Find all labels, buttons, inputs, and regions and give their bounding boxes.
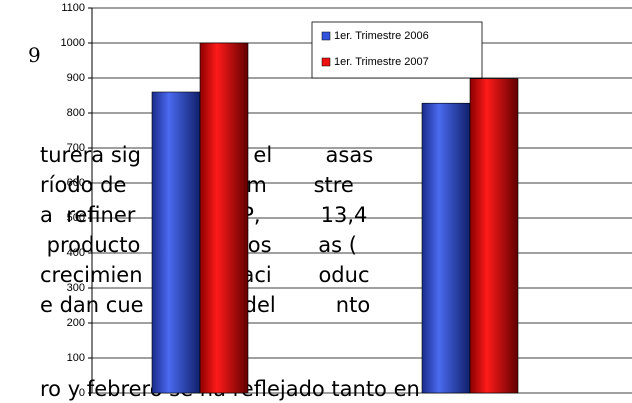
y-tick-label: 300: [67, 282, 85, 294]
legend-swatch: [321, 57, 331, 67]
y-tick-label: 600: [67, 177, 85, 189]
y-tick-label: 200: [67, 317, 85, 329]
legend-label: 1er. Trimestre 2007: [334, 56, 429, 68]
y-tick-label: 1100: [61, 2, 85, 14]
y-tick-label: 1000: [61, 37, 85, 49]
y-tick-label: 900: [67, 72, 85, 84]
y-tick-label: 700: [67, 142, 85, 154]
y-tick-label: 800: [67, 107, 85, 119]
legend-swatch: [321, 31, 331, 41]
y-tick-label: 100: [67, 352, 85, 364]
y-tick-label: 400: [67, 247, 85, 259]
bar: [199, 42, 249, 394]
legend-box: [311, 21, 483, 79]
y-tick-label: 0: [79, 387, 85, 399]
y-tick-label: 500: [67, 212, 85, 224]
bar: [151, 91, 201, 394]
legend-label: 1er. Trimestre 2006: [334, 30, 429, 42]
bar: [469, 78, 519, 394]
page-number: 9: [28, 43, 41, 67]
chart: 010020030040050060070080090010001100Expo…: [61, 2, 632, 399]
bar: [421, 102, 471, 394]
